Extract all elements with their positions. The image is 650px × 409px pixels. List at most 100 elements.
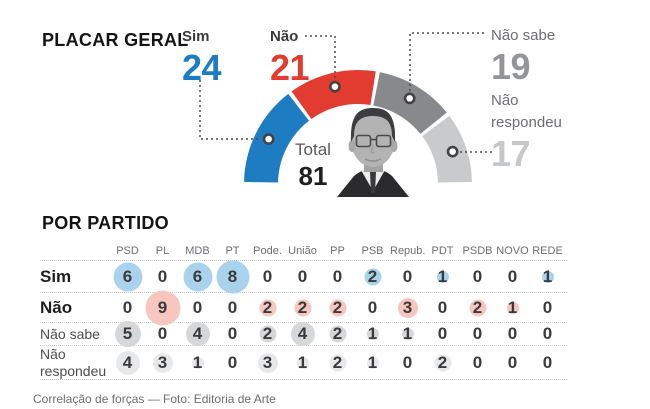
cell-value: 2 <box>332 297 343 317</box>
callout-sim-value: 24 <box>182 46 222 88</box>
gauge-segment-nao <box>291 70 376 119</box>
cell-nao-respondeu-pode: 3 <box>250 346 285 379</box>
row-label-sim: Sim <box>40 266 72 286</box>
gauge-marker-nao <box>329 80 341 93</box>
cell-nao-respondeu-psb: 1 <box>355 346 390 379</box>
value-bubble <box>216 260 249 293</box>
cell-value: 0 <box>542 352 553 372</box>
cell-sim-novo: 0 <box>495 261 530 292</box>
cell-nao-respondeu-psd: 4 <box>110 346 145 379</box>
cell-nao-sabe-pl: 0 <box>145 323 180 345</box>
value-bubble <box>257 352 278 373</box>
cell-sim-pt: 8 <box>215 260 250 293</box>
row-label-nao-sabe: Não sabe <box>40 325 100 342</box>
cell-sim-psdb: 0 <box>460 261 495 292</box>
table-header-row: PSD PL MDB PT Pode. União PP PSB Repub. PDT PSDB NO… <box>40 240 567 261</box>
value-bubble <box>259 325 276 343</box>
cell-nao-sabe-novo: 0 <box>495 323 530 345</box>
cell-nao-rede: 0 <box>530 293 565 322</box>
cell-nao-repub: 3 <box>390 293 425 322</box>
cell-nao-psdb: 2 <box>460 293 495 322</box>
cell-value: 2 <box>332 352 343 372</box>
value-bubble <box>364 268 381 285</box>
cell-value: 0 <box>367 297 378 317</box>
cell-value: 1 <box>402 324 413 343</box>
cell-value: 1 <box>192 352 203 372</box>
cell-value: 2 <box>262 297 273 317</box>
cell-nao-sabe-psd: 5 <box>110 321 145 347</box>
cell-nao-sabe-pp: 2 <box>320 323 355 345</box>
value-bubble <box>152 352 173 373</box>
cell-value: 0 <box>472 352 483 372</box>
cell-value: 4 <box>122 352 133 372</box>
table-row-nao-respondeu: Não respondeu 4 3 1 0 3 1 2 1 0 2 0 0 0 <box>40 346 567 380</box>
cell-nao-mdb: 0 <box>180 293 215 322</box>
cell-value: 4 <box>192 324 203 343</box>
callout-nao-respondeu-label: Não respondeu <box>491 92 562 131</box>
cell-value: 0 <box>472 266 483 286</box>
leader-line-nao <box>305 35 336 80</box>
cell-nao-respondeu-psdb: 0 <box>460 346 495 379</box>
row-label-nao-respondeu: Não respondeu <box>40 346 107 379</box>
credit-line: Correlação de forças — Foto: Editoria de… <box>33 392 276 406</box>
cell-nao-pdt: 0 <box>425 293 460 322</box>
value-bubble <box>469 299 486 316</box>
row-label-nao: Não <box>40 297 73 317</box>
callout-nao-sabe-value: 19 <box>491 45 531 87</box>
column-header-mdb: MDB <box>185 245 210 257</box>
cell-value: 3 <box>262 352 273 372</box>
cell-nao-respondeu-novo: 0 <box>495 346 530 379</box>
table-row-sim: Sim 6 0 6 8 0 0 0 2 0 1 0 0 1 <box>40 260 567 293</box>
value-bubble <box>506 301 519 314</box>
cell-nao-respondeu-uniao: 1 <box>285 346 320 379</box>
cell-nao-sabe-pt: 0 <box>215 323 250 345</box>
value-bubble <box>434 354 451 371</box>
value-bubble <box>329 354 346 371</box>
cell-nao-sabe-pdt: 0 <box>425 323 460 345</box>
cell-value: 1 <box>367 352 378 372</box>
column-header-psb: PSB <box>361 245 384 257</box>
cell-value: 0 <box>227 352 238 372</box>
gauge-total-value: 81 <box>298 161 328 191</box>
cell-value: 0 <box>227 324 238 343</box>
cell-value: 0 <box>262 266 273 286</box>
cell-sim-pode: 0 <box>250 261 285 292</box>
callout-nao-respondeu: Não respondeu 17 <box>491 90 583 172</box>
cell-nao-pt: 0 <box>215 293 250 322</box>
cell-value: 1 <box>507 297 518 317</box>
cell-value: 0 <box>192 297 203 317</box>
cell-value: 1 <box>367 324 378 343</box>
cell-value: 2 <box>472 297 483 317</box>
callout-nao-value: 21 <box>270 46 310 88</box>
cell-value: 0 <box>157 324 168 343</box>
cell-nao-psd: 0 <box>110 293 145 322</box>
column-header-repub: Repub. <box>390 245 426 257</box>
cell-nao-respondeu-mdb: 1 <box>180 346 215 379</box>
cell-sim-pp: 0 <box>320 261 355 292</box>
value-bubble <box>366 356 379 369</box>
cell-value: 0 <box>402 266 413 286</box>
gauge-marker-sim <box>262 133 275 146</box>
column-header-uniao: União <box>288 245 317 257</box>
cell-value: 0 <box>297 266 308 286</box>
cell-nao-sabe-rede: 0 <box>530 323 565 345</box>
cell-nao-sabe-mdb: 4 <box>180 322 215 346</box>
cell-value: 2 <box>367 266 378 286</box>
cell-value: 9 <box>157 297 168 317</box>
cell-sim-rede: 1 <box>530 261 565 292</box>
cell-value: 0 <box>507 266 518 286</box>
cell-nao-sabe-repub: 1 <box>390 323 425 345</box>
cell-nao-sabe-uniao: 4 <box>285 322 320 346</box>
value-bubble <box>183 262 212 291</box>
cell-sim-repub: 0 <box>390 261 425 292</box>
column-header-pode: Pode. <box>253 245 282 257</box>
value-bubble <box>366 328 379 340</box>
column-header-pl: PL <box>155 245 170 257</box>
value-bubble <box>397 297 418 318</box>
table-row-nao: Não 0 9 0 0 2 2 2 0 3 0 2 1 0 <box>40 290 567 325</box>
value-bubble <box>115 350 140 375</box>
callout-nao-label: Não <box>270 28 299 45</box>
cell-value: 0 <box>122 297 133 317</box>
cell-value: 0 <box>542 324 553 343</box>
